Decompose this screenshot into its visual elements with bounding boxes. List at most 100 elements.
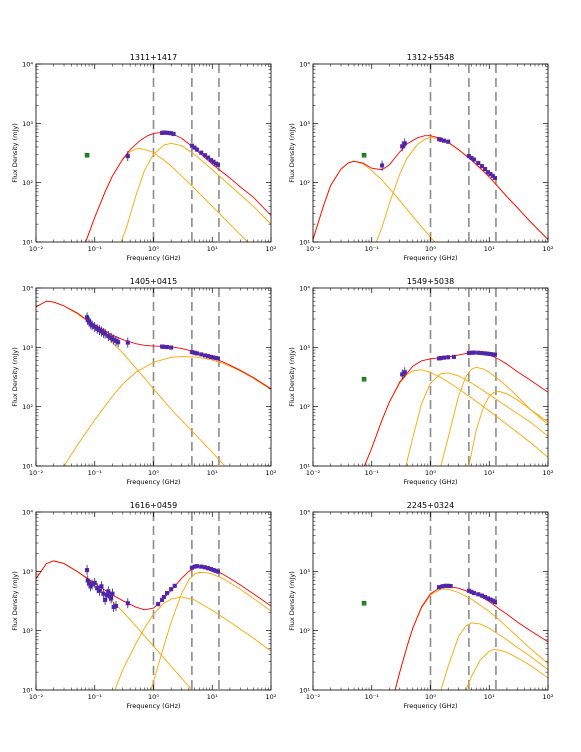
data-point [95,586,100,591]
y-tick-label: 10³ [299,120,310,128]
data-point [125,601,130,606]
total-fit-curve [36,300,271,390]
panel-title: 1549+5038 [407,277,454,286]
panel-title: 1616+0459 [130,501,177,510]
data-point [448,583,453,589]
x-tick-label: 10¹ [484,245,495,253]
data-point [169,345,174,350]
x-axis-label: Frequency (GHz) [403,702,457,710]
data-point [202,153,207,158]
data-point [194,147,200,152]
data-point [490,173,495,178]
x-tick-label: 10² [266,469,277,477]
data-point [164,591,170,596]
plot-content [36,512,271,690]
panel-title: 1312+5548 [407,53,454,62]
y-axis-label: Flux Density (mJy) [11,571,19,631]
data-point [169,587,174,592]
component-fit-curve [63,356,271,466]
x-axis-label: Frequency (GHz) [126,702,180,710]
total-fit-curve [313,135,548,240]
plot-content [36,288,271,466]
y-tick-label: 10² [299,179,310,187]
data-point [171,131,176,137]
data-point [172,583,177,588]
x-tick-label: 10² [266,245,277,253]
y-tick-label: 10⁴ [299,61,310,69]
y-tick-label: 10² [22,403,33,411]
y-tick-label: 10⁴ [22,509,33,517]
y-tick-label: 10³ [299,344,310,352]
y-tick-label: 10⁴ [22,285,33,293]
data-point [479,164,484,169]
y-axis-label: Flux Density (mJy) [288,123,296,183]
total-fit-curve [394,585,548,690]
y-axis-label: Flux Density (mJy) [11,347,19,407]
x-tick-label: 10⁰ [425,693,436,701]
panel-title: 2245+0324 [407,501,454,510]
y-tick-label: 10¹ [299,687,310,695]
component-fit-curve [468,391,548,466]
x-axis-label: Frequency (GHz) [403,478,457,486]
y-tick-label: 10⁴ [299,509,310,517]
data-point [476,592,481,597]
component-fit-curve [120,142,271,242]
y-tick-label: 10² [22,179,33,187]
x-tick-label: 10⁻² [306,469,321,477]
x-tick-label: 10⁻¹ [88,469,103,477]
x-tick-label: 10⁻² [29,693,44,701]
y-tick-label: 10¹ [22,687,33,695]
data-point [113,603,119,609]
y-tick-label: 10² [299,627,310,635]
data-point [471,591,477,596]
y-tick-label: 10¹ [299,463,310,471]
data-point [192,145,197,150]
data-point [437,585,442,590]
x-tick-label: 10⁻¹ [88,245,103,253]
x-tick-label: 10⁰ [148,245,159,253]
x-tick-label: 10¹ [484,693,495,701]
x-tick-label: 10⁻¹ [365,469,380,477]
plot-content [361,512,548,690]
data-point [194,564,200,569]
data-point [156,602,161,607]
x-tick-label: 10⁻¹ [365,693,380,701]
x-tick-label: 10² [543,693,554,701]
x-tick-label: 10⁻² [306,693,321,701]
x-tick-label: 10⁻¹ [365,245,380,253]
excluded-point [361,376,367,382]
data-point [492,352,497,357]
plot-content [84,64,271,242]
excluded-point [84,152,90,158]
data-point [125,154,130,159]
x-tick-label: 10² [543,245,554,253]
data-point [492,599,497,604]
y-axis-label: Flux Density (mJy) [288,347,296,407]
y-tick-label: 10² [22,627,33,635]
x-tick-label: 10⁰ [148,469,159,477]
y-tick-label: 10¹ [22,239,33,247]
x-tick-label: 10² [543,469,554,477]
data-point [402,370,407,375]
data-point [402,141,407,146]
panel-title: 1405+0415 [130,277,177,286]
chart-panel: 10⁻² 10⁻¹ 10⁰ 10¹ 10² 10¹ 10² 10³ 10⁴ 1312+5548 Fr… [288,53,554,262]
component-fit-curve [150,571,271,690]
data-point [476,350,481,355]
data-point [471,350,477,355]
data-point [110,591,115,596]
excluded-point [361,600,367,606]
component-fit-curve [440,366,548,466]
data-point [199,564,204,569]
data-point [97,588,102,593]
component-fit-curve [440,622,548,690]
data-point [116,340,121,345]
x-tick-label: 10⁰ [425,469,436,477]
data-point [199,352,204,357]
component-fit-curve [114,596,271,690]
data-point [471,157,477,162]
x-tick-label: 10¹ [207,693,218,701]
data-point [101,591,106,596]
x-tick-label: 10¹ [207,469,218,477]
